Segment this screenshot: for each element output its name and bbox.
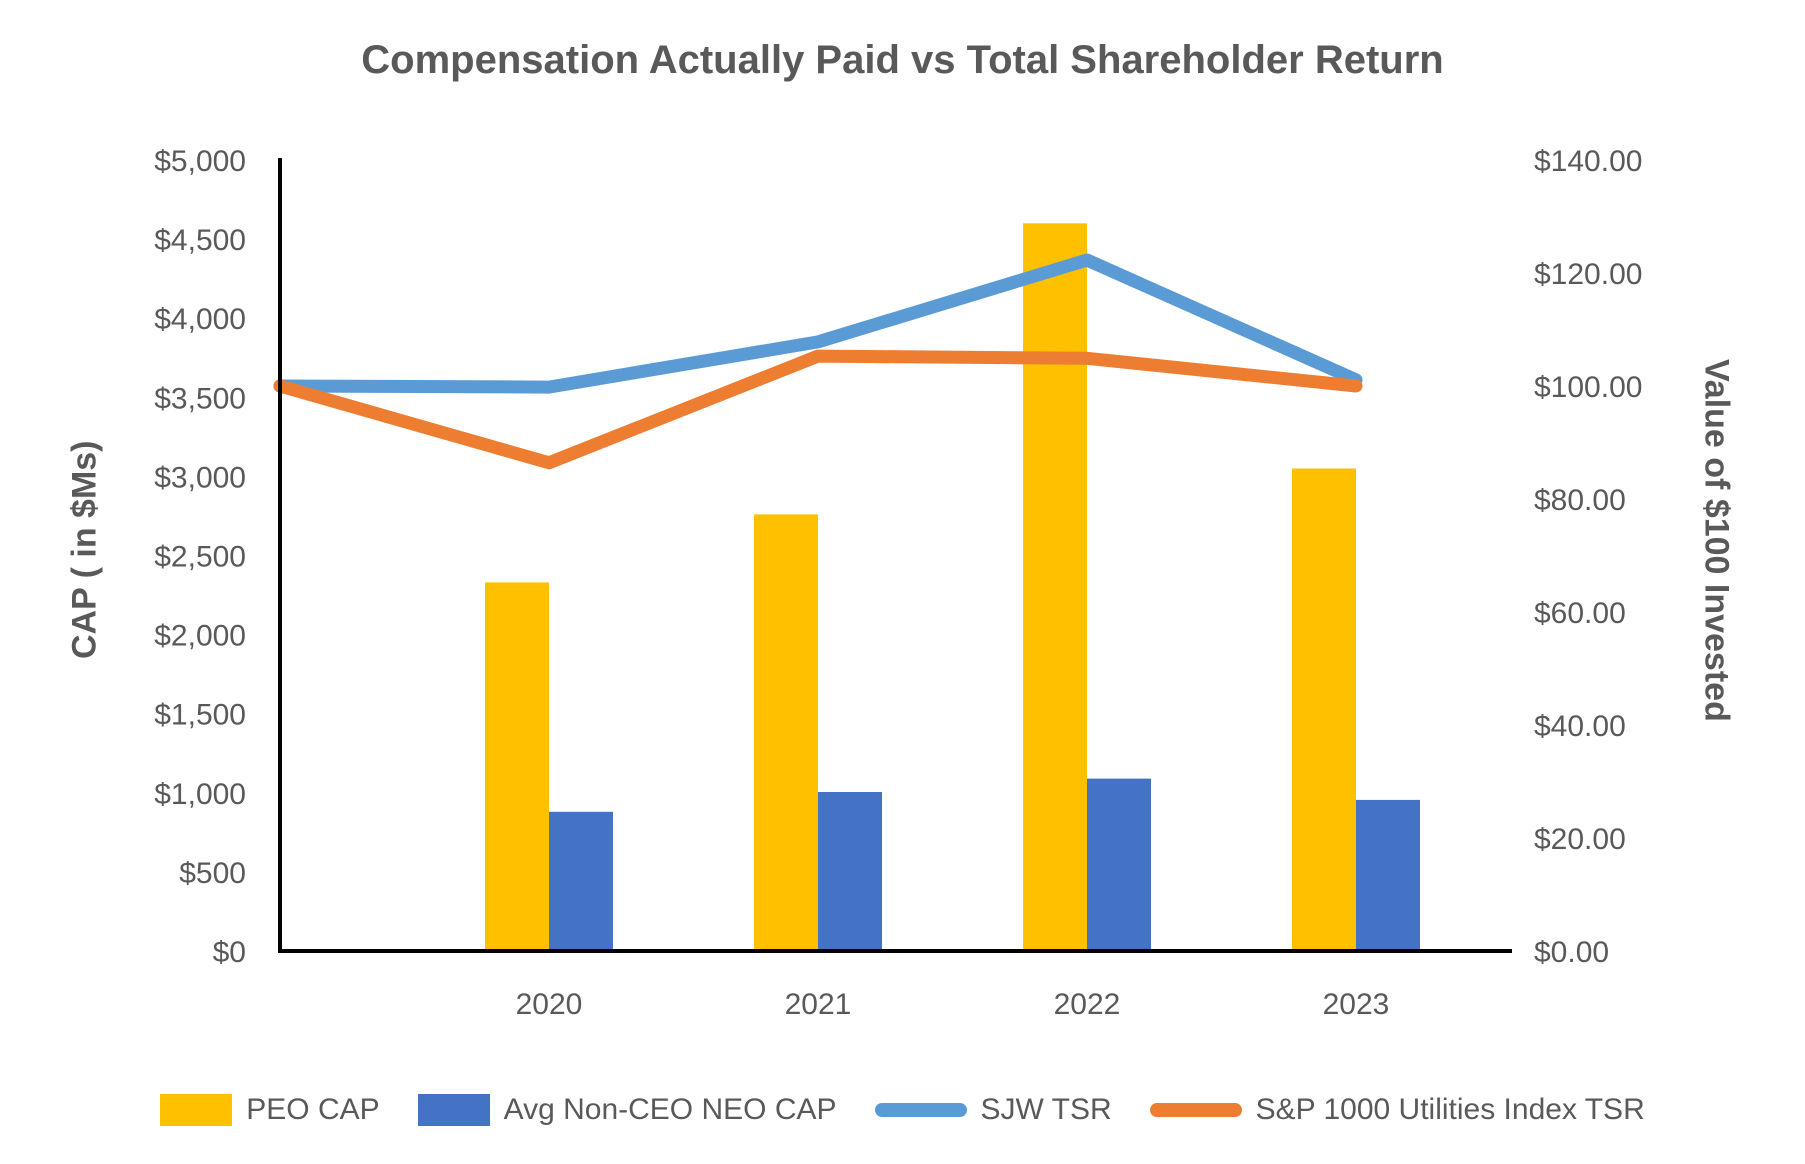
bars-avg-non-ceo-neo-cap xyxy=(549,778,1420,951)
legend-label-peo-cap: PEO CAP xyxy=(246,1093,380,1126)
right-axis-tick-labels: $0.00 $20.00 $40.00 $60.00 $80.00 $100.00 $120… xyxy=(1534,145,1642,969)
legend: PEO CAP Avg Non-CEO NEO CAP SJW TSR S&P … xyxy=(0,1080,1805,1140)
legend-item-peo-cap: PEO CAP xyxy=(160,1093,380,1127)
right-tick-label: $40.00 xyxy=(1534,710,1626,743)
legend-item-sjw-tsr: SJW TSR xyxy=(874,1093,1112,1127)
x-tick-label: 2020 xyxy=(516,988,583,1021)
bar xyxy=(485,582,549,951)
legend-item-avg-non-ceo-neo-cap: Avg Non-CEO NEO CAP xyxy=(417,1093,837,1127)
left-tick-label: $5,000 xyxy=(154,145,246,178)
x-tick-label: 2022 xyxy=(1054,988,1121,1021)
left-y-axis-title: CAP ( in $Ms) xyxy=(65,440,104,660)
left-tick-label: $4,000 xyxy=(154,303,246,336)
left-tick-label: $3,500 xyxy=(154,382,246,415)
bar xyxy=(549,811,613,951)
bar xyxy=(754,514,818,951)
right-tick-label: $120.00 xyxy=(1534,258,1642,291)
x-axis-tick-labels: 2020 2021 2022 2023 xyxy=(516,988,1390,1021)
left-axis-tick-labels: $0 $500 $1,000 $1,500 $2,000 $2,500 $3,000 $3,5… xyxy=(154,145,246,969)
legend-label-sjw-tsr: SJW TSR xyxy=(980,1093,1112,1126)
bar xyxy=(1356,799,1420,951)
bar xyxy=(1087,778,1151,951)
bar xyxy=(1292,468,1356,951)
legend-item-sp-1000-utilities-index-tsr: S&P 1000 Utilities Index TSR xyxy=(1149,1093,1645,1127)
avg-non-ceo-neo-cap-swatch xyxy=(417,1094,490,1126)
right-tick-label: $80.00 xyxy=(1534,484,1626,517)
left-tick-label: $3,000 xyxy=(154,461,246,494)
right-tick-label: $20.00 xyxy=(1534,823,1626,856)
sp-1000-utilities-index-tsr-line xyxy=(273,349,1363,470)
left-tick-label: $1,000 xyxy=(154,778,246,811)
sp-1000-utilities-index-tsr-swatch xyxy=(1149,1103,1242,1117)
bar xyxy=(1023,223,1087,952)
axis-lines xyxy=(278,158,1512,953)
bars-peo-cap xyxy=(485,223,1356,952)
left-tick-label: $1,500 xyxy=(154,699,246,732)
peo-cap-swatch xyxy=(160,1094,233,1126)
x-tick-label: 2023 xyxy=(1323,988,1390,1021)
right-tick-label: $60.00 xyxy=(1534,597,1626,630)
right-tick-label: $100.00 xyxy=(1534,371,1642,404)
left-tick-label: $500 xyxy=(179,857,246,890)
x-tick-label: 2021 xyxy=(785,988,852,1021)
left-tick-label: $2,500 xyxy=(154,541,246,574)
sjw-tsr-line xyxy=(273,253,1363,394)
right-tick-label: $140.00 xyxy=(1534,145,1642,178)
legend-label-avg-non-ceo-neo-cap: Avg Non-CEO NEO CAP xyxy=(503,1093,837,1126)
legend-label-sp-1000-utilities-index-tsr: S&P 1000 Utilities Index TSR xyxy=(1255,1093,1645,1126)
bar xyxy=(818,792,882,951)
left-tick-label: $2,000 xyxy=(154,620,246,653)
left-tick-label: $4,500 xyxy=(154,224,246,257)
chart-title: Compensation Actually Paid vs Total Shar… xyxy=(361,38,1444,82)
left-tick-label: $0 xyxy=(213,936,246,969)
sjw-tsr-swatch xyxy=(874,1103,967,1117)
right-y-axis-title: Value of $100 Invested xyxy=(1697,358,1736,722)
right-tick-label: $0.00 xyxy=(1534,936,1609,969)
